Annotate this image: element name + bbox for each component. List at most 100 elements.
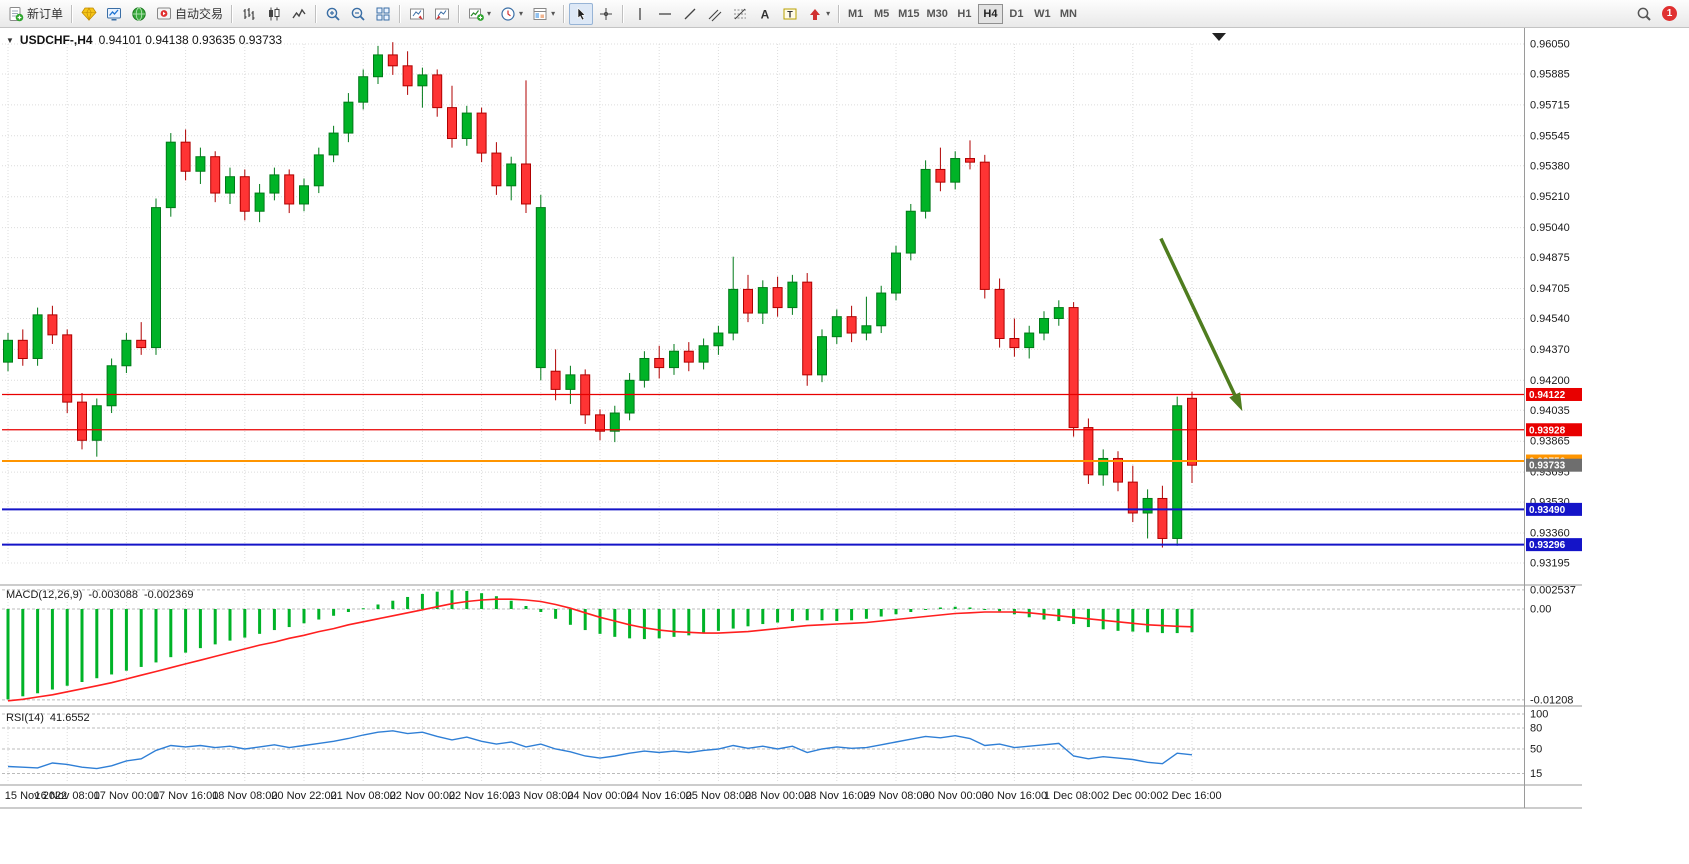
notification-badge[interactable]: 1 (1662, 6, 1677, 21)
horizontal-line-button[interactable] (653, 3, 677, 25)
price-tag-label: 0.93490 (1529, 505, 1566, 516)
macd-histogram-bar (154, 609, 158, 663)
crosshair-button[interactable] (594, 3, 618, 25)
trend-arrow-object[interactable] (1159, 237, 1237, 396)
time-axis-label: 2 Dec 16:00 (1162, 790, 1221, 802)
time-axis-label: 18 Nov 08:00 (212, 790, 277, 802)
price-tick-label: 0.94035 (1530, 405, 1570, 417)
timeframe-h4-button[interactable]: H4 (977, 3, 1003, 24)
macd-histogram-bar (95, 609, 99, 679)
candle-down (1113, 457, 1123, 483)
timeframe-m15-button[interactable]: M15 (895, 4, 922, 24)
search-button[interactable] (1632, 3, 1656, 25)
candle-down (965, 158, 975, 163)
time-axis-label: 30 Nov 00:00 (922, 790, 987, 802)
fibo-icon (732, 6, 748, 22)
magnifier-icon (1636, 6, 1652, 22)
templates-button[interactable]: ▾ (528, 3, 559, 25)
rsi-name: RSI(14) (6, 712, 44, 724)
candle-down (432, 74, 443, 109)
timeframe-m5-button[interactable]: M5 (869, 4, 894, 24)
polyline-icon (291, 6, 307, 22)
candle-up (950, 158, 961, 183)
price-tag (1526, 502, 1582, 516)
auto-scroll-button[interactable] (405, 3, 429, 25)
timeframe-m30-button[interactable]: M30 (924, 4, 951, 24)
macd-histogram-bar (924, 609, 928, 610)
equidistant-channel-button[interactable] (703, 3, 727, 25)
candle-up (609, 412, 620, 432)
macd-histogram-bar (332, 609, 336, 616)
price-tag-label: 0.93733 (1529, 461, 1566, 472)
rsi-tick-label: 80 (1530, 723, 1542, 735)
price-tick-label: 0.94540 (1530, 313, 1570, 325)
cursor-button[interactable] (569, 2, 594, 25)
macd-signal-value: -0.002369 (143, 589, 194, 601)
price-tick-label: 0.96050 (1530, 39, 1570, 51)
macd-histogram-bar (583, 609, 587, 631)
arrows-button[interactable]: ▾ (803, 3, 834, 25)
navigator-button[interactable] (127, 3, 151, 25)
timeframe-h1-button[interactable]: H1 (952, 4, 977, 24)
macd-indicator-label: MACD(12,26,9) -0.003088 -0.002369 (6, 589, 194, 601)
zoom-out-button[interactable] (346, 3, 370, 25)
price-tick-label: 0.95210 (1530, 191, 1570, 203)
candlestick-chart-button[interactable] (262, 3, 286, 25)
candle-down (284, 174, 295, 205)
timeframe-mn-button[interactable]: MN (1056, 4, 1081, 24)
macd-histogram-bar (805, 609, 809, 621)
trendline-button[interactable] (678, 3, 702, 25)
zoom-in-button[interactable] (321, 3, 345, 25)
text-label-button[interactable]: T (778, 3, 802, 25)
macd-histogram-bar (1146, 609, 1150, 633)
macd-histogram-bar (894, 609, 898, 615)
macd-histogram-bar (1175, 609, 1179, 634)
macd-name: MACD(12,26,9) (6, 589, 83, 601)
metaeditor-button[interactable] (77, 3, 101, 25)
candle-up (905, 210, 916, 254)
magnifier-minus-icon (350, 6, 366, 22)
market-watch-button[interactable] (102, 3, 126, 25)
macd-histogram-bar (524, 605, 528, 609)
candle-up (757, 287, 768, 314)
chart-shift-button[interactable] (430, 3, 454, 25)
autotrading-button[interactable]: 自动交易 (152, 3, 227, 25)
timeframe-m1-button[interactable]: M1 (843, 4, 868, 24)
line-chart-button[interactable] (287, 3, 311, 25)
indicators-button[interactable]: ▾ (464, 3, 495, 25)
fibonacci-retracement-button[interactable] (728, 3, 752, 25)
rsi-line (7, 730, 1193, 770)
new-order-button[interactable]: 新订单 (4, 3, 67, 25)
bar-chart-button[interactable] (237, 3, 261, 25)
candle-down (683, 350, 694, 363)
candle-down (802, 281, 813, 376)
tile-windows-button[interactable] (371, 3, 395, 25)
text-button[interactable]: A (753, 3, 777, 25)
timeframe-w1-button[interactable]: W1 (1030, 4, 1055, 24)
candle-down (47, 314, 58, 336)
periods-button[interactable]: ▾ (496, 3, 527, 25)
chart-canvas[interactable]: 0.96050 0.95885 0.95715 0.95545 0.95380 0.952… (0, 28, 1689, 864)
timeframe-d1-button[interactable]: D1 (1004, 4, 1029, 24)
macd-histogram-bar (1131, 609, 1135, 632)
macd-histogram-bar (302, 609, 306, 624)
price-tag (1526, 387, 1582, 401)
time-axis-label: 21 Nov 08:00 (330, 790, 395, 802)
candle-down (136, 339, 147, 349)
macd-histogram-bar (539, 609, 543, 613)
macd-histogram-bar (36, 609, 40, 694)
macd-histogram-bar (139, 609, 143, 667)
chart-window: 0.96050 0.95885 0.95715 0.95545 0.95380 0.952… (0, 28, 1689, 864)
chart-menu-triangle-icon[interactable]: ▼ (6, 35, 14, 45)
toolbar-button-group: 新订单 自动交易 ▾ ▾ ▾ A T ▾ (4, 2, 843, 25)
macd-histogram-bar (909, 609, 913, 613)
vertical-line-button[interactable] (628, 3, 652, 25)
macd-histogram-bar (450, 590, 454, 609)
candle-down (979, 161, 990, 290)
candle-up (891, 252, 901, 294)
rsi-tick-label: 100 (1530, 709, 1548, 721)
time-axis-label: 1 Dec 08:00 (1044, 790, 1103, 802)
price-tag-label: 0.93296 (1529, 540, 1566, 551)
macd-histogram-bar (50, 609, 54, 690)
